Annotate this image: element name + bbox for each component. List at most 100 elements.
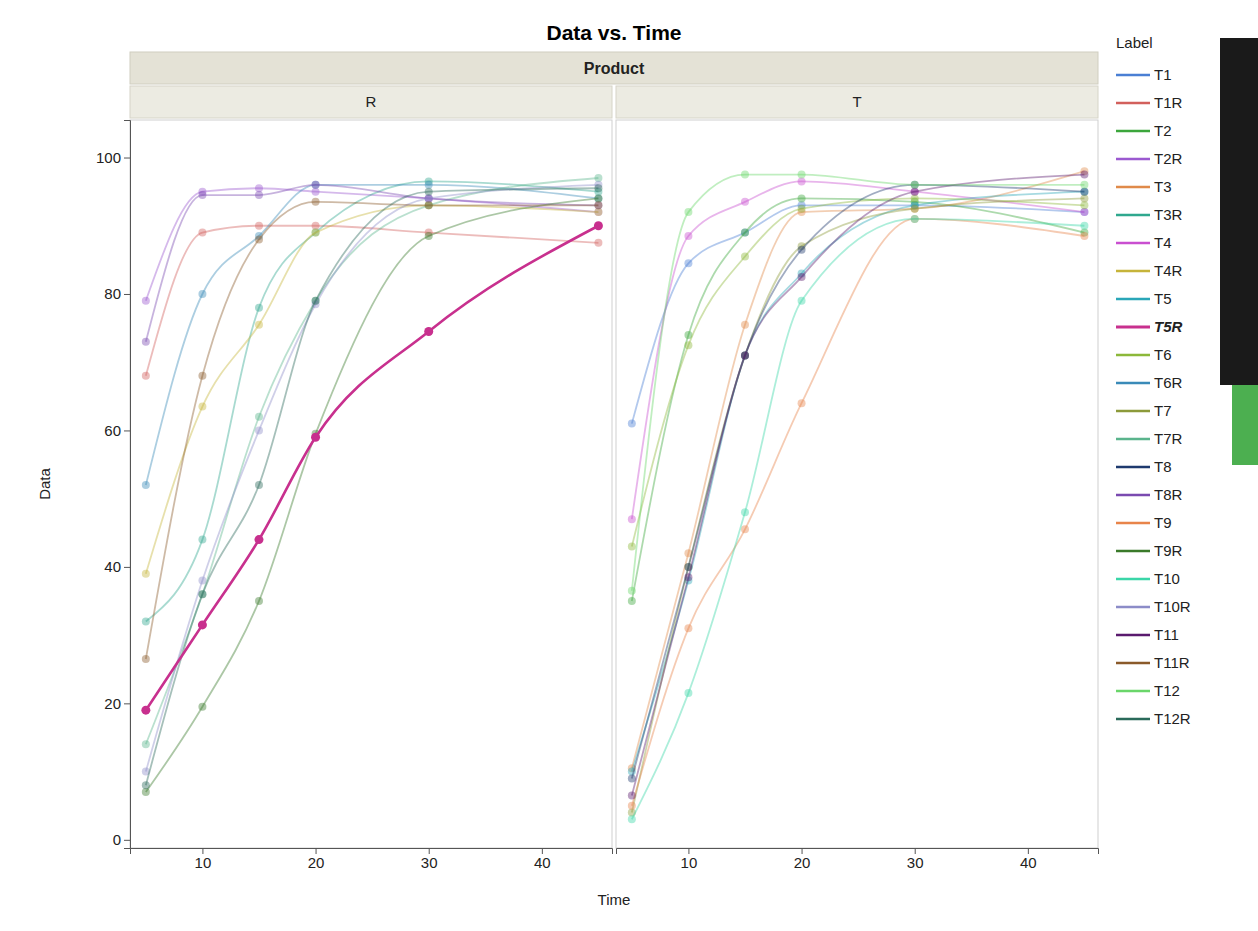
series-line: [146, 178, 599, 744]
data-point: [312, 188, 320, 196]
legend-label: T10: [1154, 570, 1180, 587]
data-point: [255, 413, 263, 421]
data-point: [142, 481, 150, 489]
data-point: [1080, 222, 1088, 230]
data-point: [312, 181, 320, 189]
data-point: [798, 194, 806, 202]
data-point: [255, 321, 263, 329]
legend-swatch: [1116, 662, 1150, 664]
data-point: [312, 297, 320, 305]
legend-label: T6R: [1154, 374, 1183, 391]
data-point: [425, 194, 433, 202]
legend-label: T2: [1154, 122, 1172, 139]
title: Data vs. Time: [546, 21, 681, 44]
legend-label: T2R: [1154, 150, 1183, 167]
legend-label: T10R: [1154, 598, 1191, 615]
data-point: [198, 620, 207, 629]
data-point: [741, 229, 749, 237]
data-point: [425, 232, 433, 240]
x-axis: 10203040: [617, 848, 1099, 871]
legend-label: T7R: [1154, 430, 1183, 447]
legend-swatch: [1116, 102, 1150, 104]
legend-swatch: [1116, 494, 1150, 496]
data-point: [1080, 188, 1088, 196]
data-point: [1080, 208, 1088, 216]
facet-header: [130, 52, 1098, 84]
y-tick-label: 0: [113, 831, 121, 848]
data-point: [741, 525, 749, 533]
data-point: [254, 535, 263, 544]
legend-label: T12: [1154, 682, 1180, 699]
data-point: [198, 191, 206, 199]
data-point: [684, 208, 692, 216]
tick-mark: [124, 294, 130, 295]
data-point: [312, 297, 320, 305]
data-point: [628, 597, 636, 605]
edge-image: [1232, 385, 1258, 465]
data-point: [741, 351, 749, 359]
data-point: [425, 201, 433, 209]
series-line: [146, 226, 599, 376]
data-point: [798, 246, 806, 254]
y-tick-label: 80: [104, 285, 121, 302]
data-point: [741, 508, 749, 516]
data-point: [911, 188, 919, 196]
data-point: [798, 297, 806, 305]
data-point: [741, 252, 749, 260]
x-tick-label: 10: [681, 854, 698, 871]
data-point: [911, 205, 919, 213]
data-point: [741, 351, 749, 359]
series-line: [146, 202, 599, 659]
data-point: [911, 205, 919, 213]
data-point: [142, 570, 150, 578]
legend-swatch: [1116, 242, 1150, 244]
data-point: [255, 597, 263, 605]
y-tick-label: 60: [104, 422, 121, 439]
data-point: [594, 221, 603, 230]
y-tick: 80: [104, 285, 130, 302]
data-point: [1080, 171, 1088, 179]
legend-swatch: [1116, 410, 1150, 412]
y-tick: 0: [113, 831, 130, 848]
y-tick-label: 100: [96, 149, 121, 166]
data-point: [911, 215, 919, 223]
y-tick: 20: [104, 695, 130, 712]
data-point: [741, 198, 749, 206]
series-line: [632, 185, 1085, 779]
x-tick: 10: [195, 848, 212, 871]
data-point: [911, 188, 919, 196]
legend-label: T3: [1154, 178, 1172, 195]
data-point: [798, 177, 806, 185]
data-point: [798, 399, 806, 407]
legend-label: T8: [1154, 458, 1172, 475]
plot-area: [628, 167, 1089, 823]
y-tick-label: 20: [104, 695, 121, 712]
legend-label: T4: [1154, 234, 1172, 251]
legend-swatch: [1116, 354, 1150, 356]
series-line: [632, 181, 1085, 519]
data-point: [628, 515, 636, 523]
data-point: [255, 184, 263, 192]
series-line: [632, 171, 1085, 768]
x-tick: 20: [308, 848, 325, 871]
legend-swatch: [1116, 550, 1150, 552]
tick-mark: [124, 158, 130, 159]
data-point: [312, 229, 320, 237]
data-point: [198, 577, 206, 585]
data-point: [798, 205, 806, 213]
data-point: [594, 194, 602, 202]
plot-frame: [130, 120, 612, 848]
data-point: [312, 198, 320, 206]
legend-swatch: [1116, 298, 1150, 300]
tick-mark: [124, 430, 130, 431]
x-tick: 30: [421, 848, 438, 871]
data-point: [628, 420, 636, 428]
data-point: [425, 201, 433, 209]
data-point: [741, 229, 749, 237]
data-point: [798, 273, 806, 281]
plot-area: [141, 174, 603, 796]
series-line: [632, 192, 1085, 772]
data-point: [198, 536, 206, 544]
legend-label: T12R: [1154, 710, 1191, 727]
plot-frame: [616, 120, 1098, 848]
